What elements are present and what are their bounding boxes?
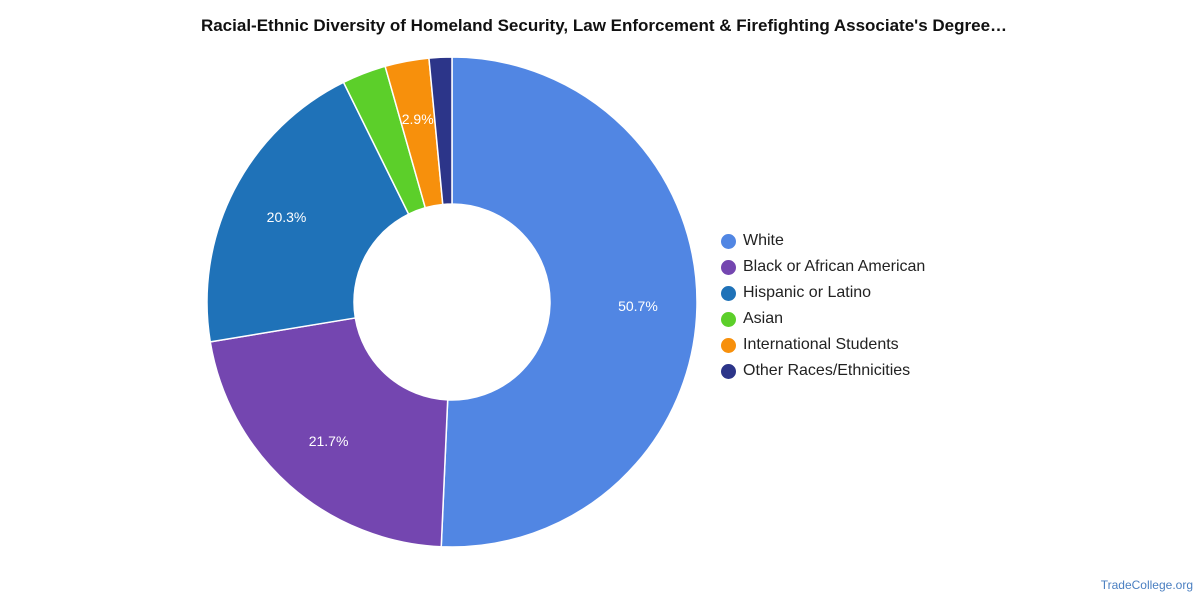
legend-swatch-icon (721, 233, 736, 249)
chart-legend: White Black or African American Hispanic o… (721, 228, 925, 384)
slice-black-or-african-american[interactable] (209, 317, 449, 548)
legend-item-hispanic-or-latino[interactable]: Hispanic or Latino (721, 280, 925, 306)
slice-hispanic-or-latino[interactable] (206, 81, 410, 343)
legend-item-asian[interactable]: Asian (721, 306, 925, 332)
slice-labels: 50.7% 21.7% 20.3% 2.9% (267, 111, 658, 449)
legend-swatch-icon (721, 363, 736, 379)
legend-swatch-icon (721, 285, 736, 301)
slices (206, 56, 698, 548)
legend-item-other-races-ethnicities[interactable]: Other Races/Ethnicities (721, 358, 925, 384)
legend-swatch-icon (721, 337, 736, 353)
legend-label: International Students (743, 336, 899, 353)
slice-label-hispanic-or-latino: 20.3% (267, 209, 307, 225)
slice-label-black-or-african-american: 21.7% (309, 433, 349, 449)
slice-other-races-ethnicities[interactable] (428, 56, 453, 206)
legend-item-international-students[interactable]: International Students (721, 332, 925, 358)
slice-label-international-students: 2.9% (402, 111, 434, 127)
legend-label: White (743, 232, 784, 249)
legend-label: Other Races/Ethnicities (743, 362, 911, 379)
legend-label: Black or African American (743, 258, 926, 275)
legend-swatch-icon (721, 311, 736, 327)
chart-title: Racial-Ethnic Diversity of Homeland Secu… (200, 16, 1008, 35)
legend-item-white[interactable]: White (721, 228, 925, 254)
slice-label-white: 50.7% (618, 298, 658, 314)
legend-swatch-icon (721, 259, 736, 275)
legend-label: Hispanic or Latino (743, 284, 872, 301)
slice-white[interactable] (440, 56, 698, 548)
source-credit[interactable]: TradeCollege.org (1100, 578, 1193, 592)
legend-label: Asian (743, 310, 784, 327)
legend-item-black-or-african-american[interactable]: Black or African American (721, 254, 925, 280)
